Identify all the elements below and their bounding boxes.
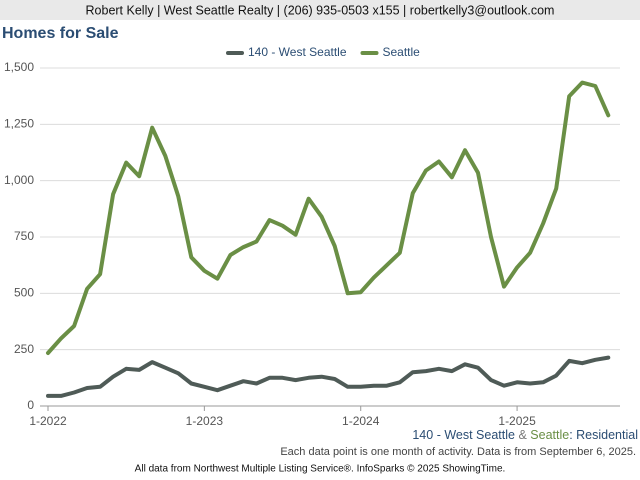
credit: All data from Northwest Multiple Listing… bbox=[135, 464, 506, 475]
series-line bbox=[46, 80, 611, 355]
y-tick-label: 0 bbox=[27, 398, 34, 412]
source-part: & bbox=[518, 428, 527, 442]
x-tick-label: 1-2024 bbox=[342, 414, 380, 428]
source-part: Seattle bbox=[530, 428, 569, 442]
legend-label: Seattle bbox=[383, 45, 421, 59]
footnote: Each data point is one month of activity… bbox=[280, 446, 636, 458]
y-tick-label: 1,500 bbox=[4, 60, 34, 74]
y-tick-label: 500 bbox=[14, 286, 34, 300]
header: Robert Kelly | West Seattle Realty | (20… bbox=[86, 3, 555, 17]
x-tick-label: 1-2023 bbox=[186, 414, 224, 428]
y-tick-label: 250 bbox=[14, 342, 34, 356]
chart-title: Homes for Sale bbox=[2, 25, 119, 42]
x-tick-label: 1-2025 bbox=[498, 414, 536, 428]
x-tick-label: 1-2022 bbox=[29, 414, 67, 428]
y-tick-label: 750 bbox=[14, 229, 34, 243]
source-label: 140 - West Seattle & Seattle: Residentia… bbox=[412, 428, 638, 442]
source-part: : Residential bbox=[569, 428, 638, 442]
y-tick-label: 1,250 bbox=[4, 117, 34, 131]
y-tick-label: 1,000 bbox=[4, 173, 34, 187]
legend-label: 140 - West Seattle bbox=[248, 45, 347, 59]
header-bar bbox=[0, 0, 640, 20]
series-line bbox=[46, 355, 611, 398]
source-part: 140 - West Seattle bbox=[412, 428, 515, 442]
